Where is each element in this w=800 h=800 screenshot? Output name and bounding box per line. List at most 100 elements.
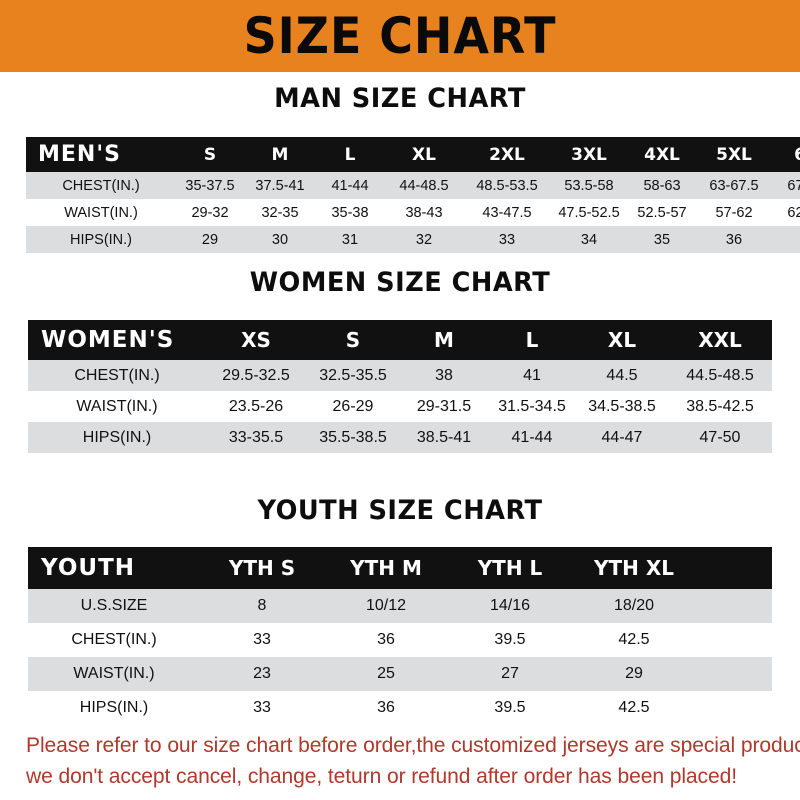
youth-hips-l: 39.5	[448, 691, 572, 725]
men-hips-5xl: 36	[696, 226, 772, 253]
youth-us-size-label: U.S.SIZE	[28, 589, 200, 623]
women-hips-xxl: 47-50	[668, 422, 772, 453]
men-waist-l: 35-38	[316, 199, 384, 226]
women-size-s: S	[306, 320, 400, 360]
youth-hips-s: 33	[200, 691, 324, 725]
men-size-5xl: 5XL	[696, 137, 772, 172]
youth-size-l: YTH L	[448, 547, 572, 589]
youth-chest-label: CHEST(IN.)	[28, 623, 200, 657]
men-chest-row: CHEST(IN.) 35-37.5 37.5-41 41-44 44-48.5…	[26, 172, 800, 199]
youth-chest-spacer	[696, 623, 772, 657]
youth-size-s: YTH S	[200, 547, 324, 589]
men-waist-row: WAIST(IN.) 29-32 32-35 35-38 38-43 43-47…	[26, 199, 800, 226]
women-waist-xs: 23.5-26	[206, 391, 306, 422]
women-waist-m: 29-31.5	[400, 391, 488, 422]
men-waist-xl: 38-43	[384, 199, 464, 226]
women-waist-s: 26-29	[306, 391, 400, 422]
youth-waist-spacer	[696, 657, 772, 691]
men-hips-label: HIPS(IN.)	[26, 226, 176, 253]
men-header-row: MEN'S S M L XL 2XL 3XL 4XL 5XL 6XL	[26, 137, 800, 172]
men-waist-s: 29-32	[176, 199, 244, 226]
women-header-row: WOMEN'S XS S M L XL XXL	[28, 320, 772, 360]
men-chest-xl: 44-48.5	[384, 172, 464, 199]
youth-waist-m: 25	[324, 657, 448, 691]
footer-notice-line-1: Please refer to our size chart before or…	[26, 733, 800, 757]
men-hips-row: HIPS(IN.) 29 30 31 32 33 34 35 36 37	[26, 226, 800, 253]
youth-us-size-xl: 18/20	[572, 589, 696, 623]
men-hips-2xl: 33	[464, 226, 550, 253]
men-chest-2xl: 48.5-53.5	[464, 172, 550, 199]
youth-hips-spacer	[696, 691, 772, 725]
women-hips-s: 35.5-38.5	[306, 422, 400, 453]
men-hips-3xl: 34	[550, 226, 628, 253]
page-banner: SIZE CHART	[0, 0, 800, 72]
women-chest-m: 38	[400, 360, 488, 391]
youth-chest-m: 36	[324, 623, 448, 657]
men-waist-4xl: 52.5-57	[628, 199, 696, 226]
youth-size-table: YOUTH YTH S YTH M YTH L YTH XL U.S.SIZE …	[28, 547, 772, 725]
youth-header-spacer	[696, 547, 772, 589]
youth-us-size-row: U.S.SIZE 8 10/12 14/16 18/20	[28, 589, 772, 623]
men-waist-5xl: 57-62	[696, 199, 772, 226]
youth-chest-s: 33	[200, 623, 324, 657]
women-size-table: WOMEN'S XS S M L XL XXL CHEST(IN.) 29.5-…	[28, 320, 772, 453]
youth-us-size-m: 10/12	[324, 589, 448, 623]
men-chest-s: 35-37.5	[176, 172, 244, 199]
women-waist-row: WAIST(IN.) 23.5-26 26-29 29-31.5 31.5-34…	[28, 391, 772, 422]
women-size-l: L	[488, 320, 576, 360]
youth-chest-xl: 42.5	[572, 623, 696, 657]
youth-waist-label: WAIST(IN.)	[28, 657, 200, 691]
men-chest-label: CHEST(IN.)	[26, 172, 176, 199]
men-chest-l: 41-44	[316, 172, 384, 199]
youth-waist-row: WAIST(IN.) 23 25 27 29	[28, 657, 772, 691]
women-hips-l: 41-44	[488, 422, 576, 453]
men-size-table: MEN'S S M L XL 2XL 3XL 4XL 5XL 6XL CHEST…	[26, 137, 800, 253]
youth-waist-xl: 29	[572, 657, 696, 691]
men-hips-4xl: 35	[628, 226, 696, 253]
men-hips-6xl: 37	[772, 226, 800, 253]
women-waist-xxl: 38.5-42.5	[668, 391, 772, 422]
women-chest-xs: 29.5-32.5	[206, 360, 306, 391]
women-hips-row: HIPS(IN.) 33-35.5 35.5-38.5 38.5-41 41-4…	[28, 422, 772, 453]
youth-hips-row: HIPS(IN.) 33 36 39.5 42.5	[28, 691, 772, 725]
youth-hips-xl: 42.5	[572, 691, 696, 725]
youth-hips-label: HIPS(IN.)	[28, 691, 200, 725]
men-chest-3xl: 53.5-58	[550, 172, 628, 199]
banner-title: SIZE CHART	[243, 7, 557, 65]
women-waist-xl: 34.5-38.5	[576, 391, 668, 422]
women-hips-label: HIPS(IN.)	[28, 422, 206, 453]
men-size-s: S	[176, 137, 244, 172]
youth-waist-s: 23	[200, 657, 324, 691]
men-chest-4xl: 58-63	[628, 172, 696, 199]
women-waist-l: 31.5-34.5	[488, 391, 576, 422]
men-size-xl: XL	[384, 137, 464, 172]
women-chest-l: 41	[488, 360, 576, 391]
women-hips-xs: 33-35.5	[206, 422, 306, 453]
women-size-xl: XL	[576, 320, 668, 360]
men-size-2xl: 2XL	[464, 137, 550, 172]
men-header-label: MEN'S	[26, 137, 176, 172]
women-hips-m: 38.5-41	[400, 422, 488, 453]
men-size-3xl: 3XL	[550, 137, 628, 172]
women-header-label: WOMEN'S	[28, 320, 206, 360]
men-size-m: M	[244, 137, 316, 172]
youth-header-row: YOUTH YTH S YTH M YTH L YTH XL	[28, 547, 772, 589]
women-section-title: WOMEN SIZE CHART	[249, 267, 551, 298]
youth-header-label: YOUTH	[28, 547, 200, 589]
women-chest-row: CHEST(IN.) 29.5-32.5 32.5-35.5 38 41 44.…	[28, 360, 772, 391]
men-size-4xl: 4XL	[628, 137, 696, 172]
youth-chest-row: CHEST(IN.) 33 36 39.5 42.5	[28, 623, 772, 657]
men-waist-m: 32-35	[244, 199, 316, 226]
women-hips-xl: 44-47	[576, 422, 668, 453]
men-waist-6xl: 62-66.5	[772, 199, 800, 226]
footer-notice: Please refer to our size chart before or…	[26, 730, 800, 792]
men-hips-xl: 32	[384, 226, 464, 253]
men-chest-5xl: 63-67.5	[696, 172, 772, 199]
men-hips-l: 31	[316, 226, 384, 253]
youth-us-size-s: 8	[200, 589, 324, 623]
women-size-xs: XS	[206, 320, 306, 360]
youth-chest-l: 39.5	[448, 623, 572, 657]
men-chest-m: 37.5-41	[244, 172, 316, 199]
women-waist-label: WAIST(IN.)	[28, 391, 206, 422]
